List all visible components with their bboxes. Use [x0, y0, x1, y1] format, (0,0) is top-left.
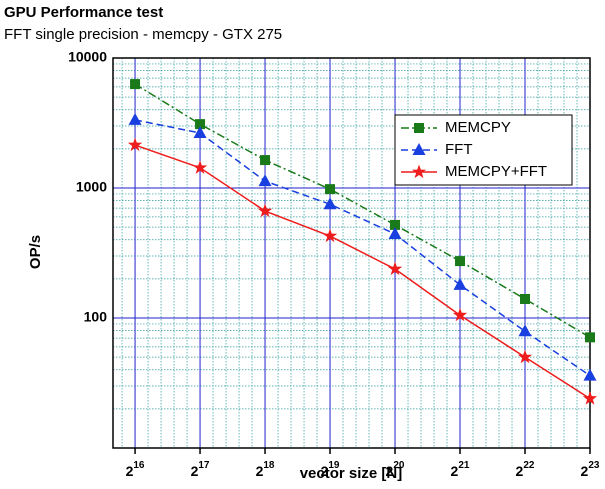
point — [583, 368, 597, 381]
legend-label: FFT — [445, 141, 473, 158]
x-tick-label: 221 — [451, 460, 470, 479]
point — [453, 277, 467, 290]
series-line — [134, 144, 591, 400]
point — [192, 160, 208, 174]
series-line — [134, 119, 591, 377]
point — [325, 184, 336, 195]
point — [257, 203, 273, 218]
x-tick-label: 222 — [516, 460, 535, 479]
point — [195, 119, 206, 130]
legend-label: MEMCPY — [445, 119, 511, 136]
chart-title: GPU Performance test — [4, 4, 163, 21]
point — [390, 219, 401, 230]
series — [128, 112, 597, 381]
point — [323, 197, 337, 210]
point — [193, 125, 207, 138]
legend-marker — [412, 143, 426, 155]
point — [258, 174, 272, 187]
point — [517, 349, 533, 364]
series-line — [134, 83, 591, 338]
x-tick-label: 223 — [581, 460, 600, 479]
point — [520, 294, 531, 305]
x-tick-label: 217 — [191, 460, 210, 479]
legend: MEMCPY FFT MEMCPY+FFT — [394, 114, 573, 186]
legend-marker — [411, 164, 427, 179]
point — [582, 391, 598, 405]
x-tick-label: 216 — [126, 460, 145, 479]
point — [452, 307, 468, 322]
series — [130, 79, 595, 343]
point — [585, 332, 595, 343]
point — [455, 256, 466, 267]
y-tick-label: 100 — [84, 309, 108, 325]
point — [387, 261, 403, 276]
point — [127, 137, 143, 152]
point — [518, 324, 532, 337]
legend-marker — [414, 123, 424, 133]
x-tick-label: 218 — [256, 460, 275, 479]
x-tick-label: 220 — [386, 460, 405, 479]
point — [388, 226, 402, 239]
plot-frame — [112, 57, 591, 449]
point — [128, 112, 142, 125]
y-tick-label: 1000 — [76, 179, 107, 195]
series — [127, 137, 598, 405]
point — [130, 79, 141, 90]
y-axis-label: OP/s — [27, 235, 44, 269]
x-tick-label: 219 — [321, 460, 340, 479]
point — [260, 155, 271, 166]
point — [322, 228, 338, 243]
chart-subtitle: FFT single precision - memcpy - GTX 275 — [4, 26, 282, 43]
x-axis-label: vector size [N] — [300, 465, 403, 482]
legend-label: MEMCPY+FFT — [445, 163, 547, 180]
y-tick-label: 10000 — [68, 49, 107, 65]
